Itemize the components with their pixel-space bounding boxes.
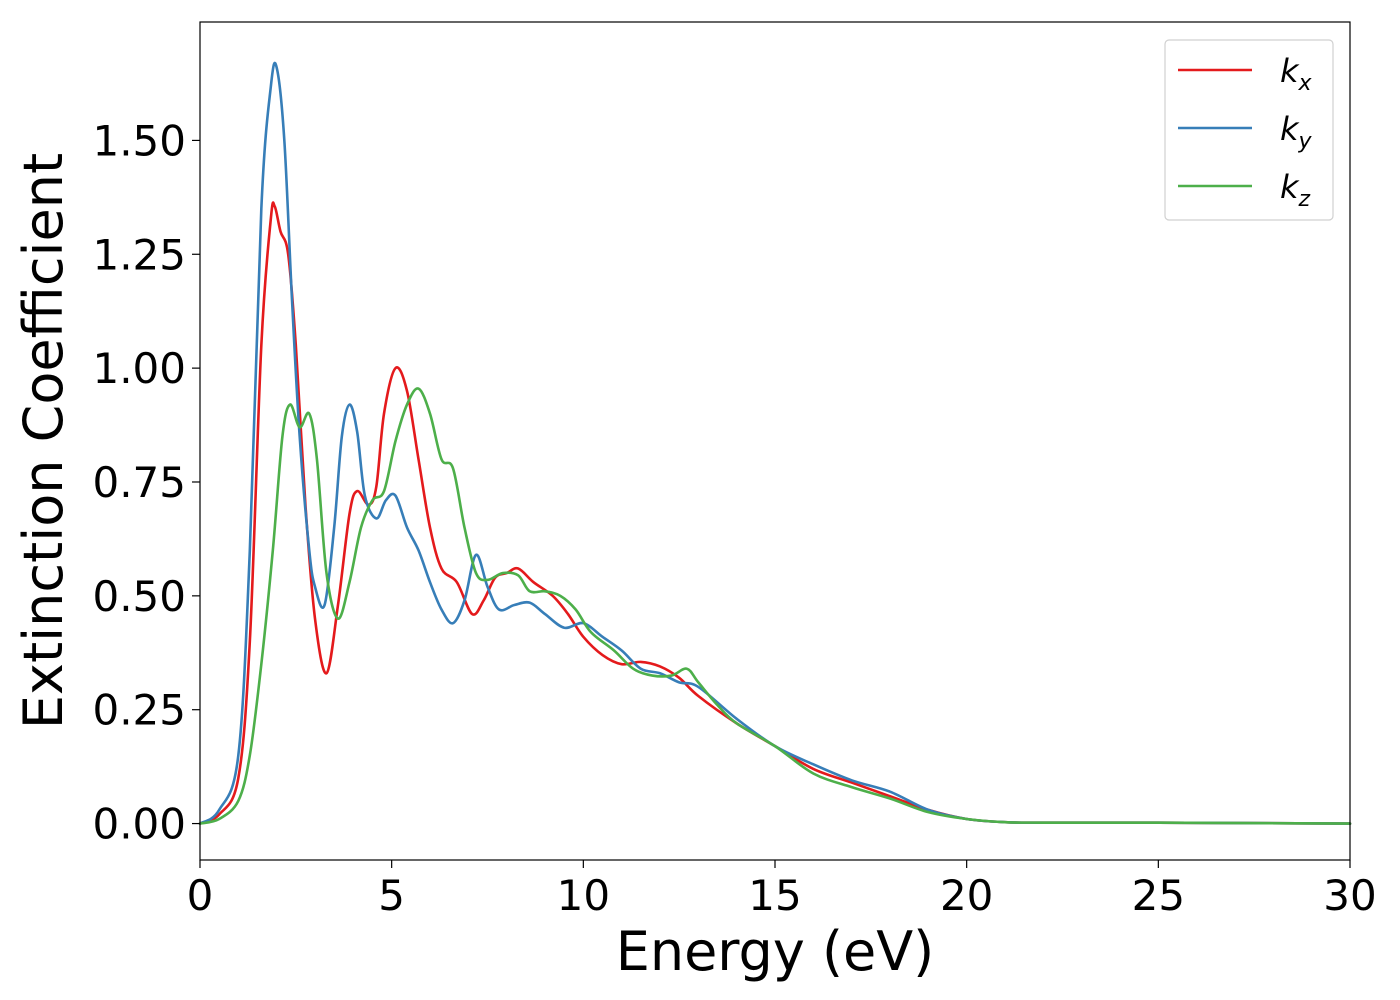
y-tick-label: 1.50 <box>92 116 186 165</box>
series-layer <box>198 61 1352 825</box>
y-tick-label: 0.25 <box>92 686 186 735</box>
y-tick-label: 1.00 <box>92 344 186 393</box>
legend-box <box>1164 39 1334 221</box>
x-axis-title: Energy (eV) <box>616 920 935 983</box>
y-axis-ticks: 0.00 0.25 0.50 0.75 1.00 1.25 1.50 <box>92 116 200 849</box>
plot-area-background <box>200 22 1350 860</box>
series-line-k-y <box>198 61 1352 825</box>
series-line-k-x <box>198 201 1352 825</box>
x-tick-label: 30 <box>1323 871 1376 920</box>
x-tick-label: 20 <box>940 871 993 920</box>
y-tick-label: 0.00 <box>92 800 186 849</box>
y-tick-label: 0.75 <box>92 458 186 507</box>
x-tick-label: 5 <box>378 871 405 920</box>
series-line-k-z <box>198 387 1352 825</box>
x-tick-label: 10 <box>557 871 610 920</box>
y-tick-label: 0.50 <box>92 572 186 621</box>
x-tick-label: 0 <box>187 871 214 920</box>
x-tick-label: 15 <box>748 871 801 920</box>
x-tick-label: 25 <box>1132 871 1185 920</box>
y-axis-title: Extinction Coefficient <box>12 153 75 729</box>
y-tick-label: 1.25 <box>92 230 186 279</box>
x-axis-ticks: 0 5 10 15 20 25 30 <box>187 860 1377 920</box>
